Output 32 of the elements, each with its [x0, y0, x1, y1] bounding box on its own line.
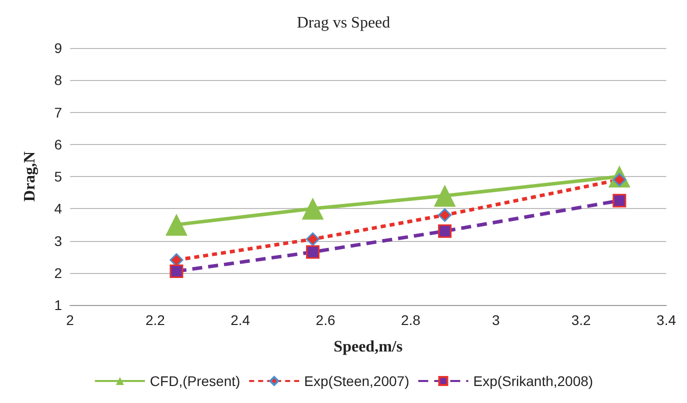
- x-tick-label: 2.8: [400, 312, 421, 328]
- chart-title: Drag vs Speed: [296, 14, 390, 32]
- point: [306, 232, 320, 246]
- legend-label: Exp(Srikanth,2008): [473, 373, 594, 389]
- legend-label: Exp(Steen,2007): [304, 373, 410, 389]
- point: [306, 245, 320, 259]
- point: [438, 224, 452, 238]
- y-tick-label: 4: [54, 200, 62, 217]
- point: [170, 264, 184, 278]
- y-tick-label: 9: [54, 40, 62, 56]
- x-tick-label: 2.6: [316, 312, 336, 328]
- y-tick-label: 8: [54, 72, 62, 88]
- y-tick-label: 5: [54, 168, 62, 184]
- y-tick-label: 7: [54, 104, 62, 120]
- point: [165, 214, 188, 236]
- legend-label: CFD,(Present): [150, 373, 240, 389]
- x-axis-title: Speed,m/s: [334, 338, 403, 356]
- x-tick-label: 2.4: [230, 312, 250, 328]
- x-tick-label: 2.2: [145, 312, 166, 328]
- y-axis-title: Drag,N: [22, 150, 38, 202]
- y-tick-label: 1: [54, 297, 62, 313]
- y-tick-label: 2: [54, 264, 62, 281]
- point: [612, 194, 626, 208]
- y-tick-label: 3: [54, 232, 62, 249]
- point: [438, 208, 452, 222]
- point: [302, 198, 324, 220]
- x-tick-label: 2: [66, 312, 74, 328]
- y-tick-label: 6: [54, 136, 62, 152]
- point: [434, 184, 456, 207]
- x-tick-label: 3.4: [656, 312, 676, 328]
- x-tick-label: 3: [492, 312, 500, 328]
- x-tick-label: 3.2: [571, 312, 592, 328]
